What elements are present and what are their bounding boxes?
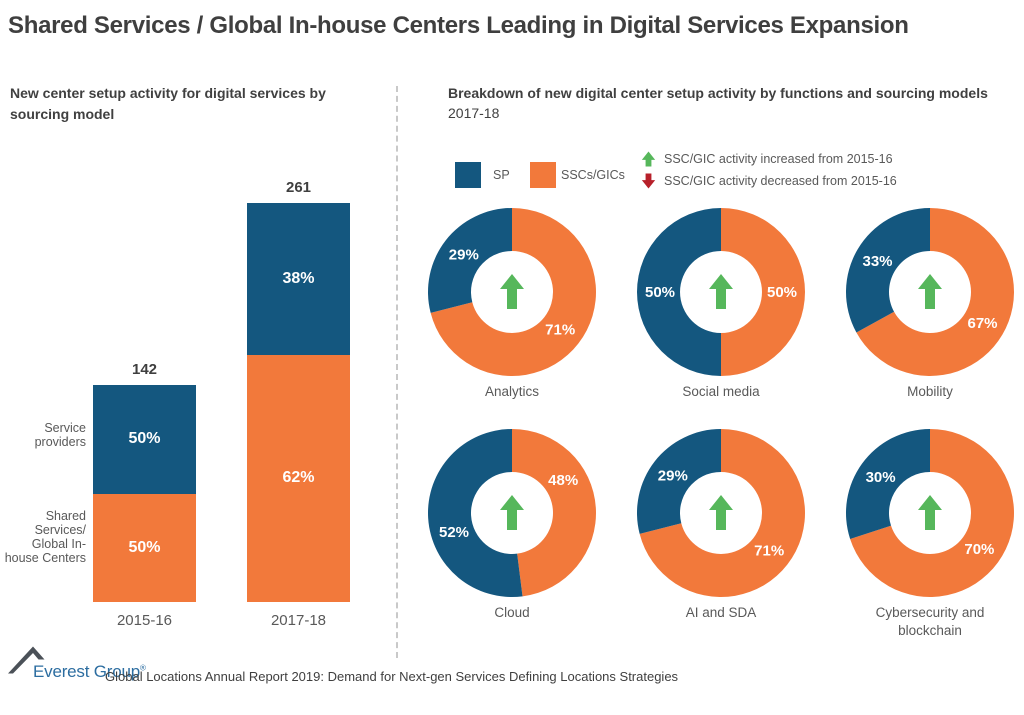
registered-mark: ® xyxy=(140,663,146,673)
donut-label: Social media xyxy=(682,384,760,399)
bar-category-label: 2015-16 xyxy=(116,612,173,629)
donut-ssc-slice xyxy=(721,208,805,376)
bar-segment-sp: 50% xyxy=(93,385,196,494)
right-chart-title: Breakdown of new digital center setup ac… xyxy=(448,83,1024,124)
everest-logo-mountain-icon xyxy=(8,646,45,674)
donut-sp-pct-label: 50% xyxy=(645,284,675,301)
donut-sp-slice xyxy=(846,208,930,333)
trend-down-label: SSC/GIC activity decreased from 2015-16 xyxy=(664,174,897,188)
legend-swatch-ssc xyxy=(530,162,556,188)
donut-chart-analytics: 29% 71% Analytics xyxy=(417,207,607,401)
donut-ssc-slice xyxy=(856,208,1014,376)
legend-swatch-sp xyxy=(455,162,481,188)
donut-ssc-pct-label: 50% xyxy=(767,284,797,301)
trend-up-arrow-icon xyxy=(918,274,942,309)
donut-label: Cloud xyxy=(494,605,530,620)
everest-logo-label: Everest Group xyxy=(33,662,141,681)
donut-sp-slice xyxy=(637,208,721,376)
donut-ssc-slice xyxy=(512,429,596,597)
trend-up-arrow-icon xyxy=(500,495,524,530)
donut-label: Analytics xyxy=(484,384,540,399)
everest-logo-text: Everest Group® xyxy=(33,662,146,682)
bar-segment-pct: 50% xyxy=(128,538,161,556)
donut-label: Cybersecurity and blockchain xyxy=(875,605,985,639)
donut-sp-slice xyxy=(846,429,930,539)
footer-source-text: Global Locations Annual Report 2019: Dem… xyxy=(105,669,679,684)
donut-chart-ai-and-sda: 29% 71% AI and SDA xyxy=(626,428,816,622)
trend-up-arrow-icon xyxy=(709,495,733,530)
bar-segment-ssc: 62% xyxy=(247,354,350,602)
donut-ssc-pct-label: 48% xyxy=(548,472,578,489)
bar-segment-pct: 38% xyxy=(282,269,315,287)
bar-segment-sp: 38% xyxy=(247,203,350,355)
right-chart-title-text: Breakdown of new digital center setup ac… xyxy=(448,85,988,101)
donut-chart-cybersecurity-and-blockchain: 30% 70% Cybersecurity and blockchain xyxy=(835,428,1024,640)
donut-sp-slice xyxy=(637,429,721,534)
trend-up-arrow-icon xyxy=(918,495,942,530)
donut-ssc-pct-label: 70% xyxy=(964,541,994,558)
legend-label-ssc: SSCs/GICs xyxy=(561,168,625,182)
bar-row-label-service-providers: Service providers xyxy=(34,421,86,449)
bar-2017-18: 261 38% 62% 2017-18 xyxy=(247,179,350,629)
trend-up-arrow-icon xyxy=(500,274,524,309)
bar-category-label: 2017-18 xyxy=(270,612,327,629)
donut-ssc-slice xyxy=(639,429,805,597)
donut-sp-pct-label: 52% xyxy=(439,524,469,541)
donut-label: AI and SDA xyxy=(685,605,757,620)
stacked-bar-chart: 142 50% 50% 2015-16 261 38% 62% 2017-18 xyxy=(0,0,400,715)
trend-up-icon xyxy=(641,151,656,167)
bar-2015-16: 142 50% 50% 2015-16 xyxy=(93,361,196,629)
donut-sp-pct-label: 30% xyxy=(866,469,896,486)
donut-ssc-pct-label: 71% xyxy=(754,542,784,559)
donut-sp-slice xyxy=(428,208,512,313)
right-chart-subtitle: 2017-18 xyxy=(448,105,500,122)
donut-label: Mobility xyxy=(907,384,953,399)
donut-chart-mobility: 33% 67% Mobility xyxy=(835,207,1024,401)
donut-sp-pct-label: 33% xyxy=(862,253,892,270)
donut-chart-social-media: 50% 50% Social media xyxy=(626,207,816,401)
page-title: Shared Services / Global In-house Center… xyxy=(8,12,909,39)
bar-segment-ssc: 50% xyxy=(93,493,196,602)
donut-ssc-pct-label: 67% xyxy=(967,315,997,332)
donut-sp-slice xyxy=(428,429,523,597)
legend-label-sp: SP xyxy=(493,168,510,182)
bar-row-label-ssc-gic: Shared Services/ Global In-house Centers xyxy=(4,509,86,565)
donut-ssc-slice xyxy=(850,429,1014,597)
bar-segment-pct: 62% xyxy=(282,469,315,487)
donut-ssc-pct-label: 71% xyxy=(545,321,575,338)
trend-up-arrow-icon xyxy=(709,274,733,309)
donut-sp-pct-label: 29% xyxy=(449,247,479,264)
bar-segment-pct: 50% xyxy=(128,430,161,448)
donut-ssc-slice xyxy=(430,208,596,376)
bar-total-label: 142 xyxy=(131,361,158,378)
donut-sp-pct-label: 29% xyxy=(658,468,688,485)
vertical-divider xyxy=(396,86,398,658)
donut-chart-cloud: 52% 48% Cloud xyxy=(417,428,607,622)
trend-up-label: SSC/GIC activity increased from 2015-16 xyxy=(664,152,893,166)
trend-down-icon xyxy=(641,173,656,189)
left-chart-title: New center setup activity for digital se… xyxy=(10,85,326,122)
bar-total-label: 261 xyxy=(285,179,312,196)
